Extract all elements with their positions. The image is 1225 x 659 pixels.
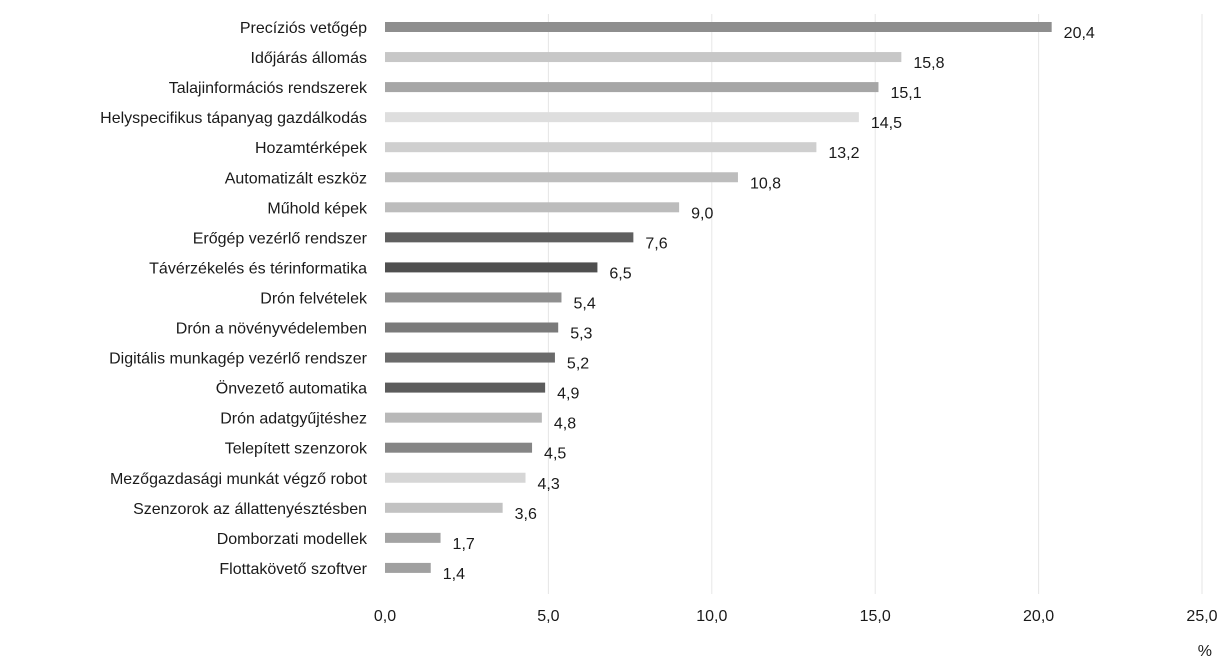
category-label: Helyspecifikus tápanyag gazdálkodás (100, 110, 367, 127)
bar (385, 202, 680, 213)
data-label: 15,1 (890, 85, 921, 102)
data-label: 4,8 (554, 416, 576, 433)
data-label: 1,4 (443, 566, 465, 583)
data-label: 20,4 (1064, 25, 1095, 42)
bar (385, 532, 441, 543)
data-label: 10,8 (750, 175, 781, 192)
category-labels: Precíziós vetőgép Időjárás állomás Talajin… (100, 20, 368, 578)
category-label: Hozamtérképek (255, 140, 368, 157)
bar (385, 262, 598, 273)
bar (385, 292, 562, 303)
bar (385, 322, 559, 333)
data-label: 4,5 (544, 446, 566, 463)
category-label: Talajinformációs rendszerek (169, 80, 368, 97)
data-label: 13,2 (828, 145, 859, 162)
category-label: Időjárás állomás (251, 50, 368, 67)
x-tick-label: 0,0 (374, 608, 396, 625)
x-axis-ticks: 0,0 5,0 10,0 15,0 20,0 25,0 (374, 608, 1218, 625)
category-label: Drón adatgyűjtéshez (220, 411, 367, 428)
data-label: 3,6 (515, 506, 537, 523)
category-label: Távérzékelés és térinformatika (149, 260, 367, 277)
bar (385, 562, 431, 573)
category-label: Műhold képek (267, 200, 368, 217)
gridlines (547, 14, 1203, 594)
category-label: Mezőgazdasági munkát végző robot (110, 471, 368, 488)
data-label: 1,7 (453, 536, 475, 553)
data-label: 14,5 (871, 115, 902, 132)
bar (385, 442, 533, 453)
bar (385, 232, 634, 243)
bar (385, 382, 546, 393)
data-label: 5,4 (573, 295, 595, 312)
x-tick-label: 10,0 (696, 608, 727, 625)
category-label: Automatizált eszköz (225, 170, 367, 187)
data-label: 4,9 (557, 386, 579, 403)
bar (385, 502, 503, 513)
category-label: Önvezető automatika (216, 380, 367, 398)
bar (385, 112, 859, 123)
category-label: Erőgép vezérlő rendszer (193, 230, 368, 247)
bar (385, 142, 817, 153)
category-label: Telepített szenzorok (225, 441, 368, 458)
value-labels: 20,4 15,8 15,1 14,5 13,2 10,8 9,0 7,6 6,5 5,4 5,3 5… (443, 25, 1095, 583)
unit-label: % (1198, 643, 1212, 659)
data-label: 5,3 (570, 326, 592, 343)
category-label: Precíziós vetőgép (240, 20, 367, 37)
category-label: Szenzorok az állattenyésztésben (133, 501, 367, 518)
category-label: Domborzati modellek (217, 531, 368, 548)
data-label: 7,6 (645, 235, 667, 252)
x-tick-label: 25,0 (1186, 608, 1217, 625)
data-label: 4,3 (538, 476, 560, 493)
category-label: Flottakövető szoftver (219, 561, 367, 578)
data-label: 5,2 (567, 356, 589, 373)
x-tick-label: 20,0 (1023, 608, 1054, 625)
bar (385, 472, 526, 483)
bar (385, 22, 1052, 32)
bar (385, 82, 879, 93)
data-label: 6,5 (609, 265, 631, 282)
x-tick-label: 15,0 (860, 608, 891, 625)
x-tick-label: 5,0 (537, 608, 559, 625)
category-label: Drón felvételek (260, 290, 368, 307)
category-label: Drón a növényvédelemben (176, 321, 367, 338)
category-label: Digitális munkagép vezérlő rendszer (109, 351, 368, 368)
bar (385, 412, 542, 423)
bar (385, 52, 902, 63)
data-label: 9,0 (691, 205, 713, 222)
bar (385, 172, 738, 183)
bar (385, 352, 555, 363)
bars (385, 22, 1052, 573)
data-label: 15,8 (913, 55, 944, 72)
